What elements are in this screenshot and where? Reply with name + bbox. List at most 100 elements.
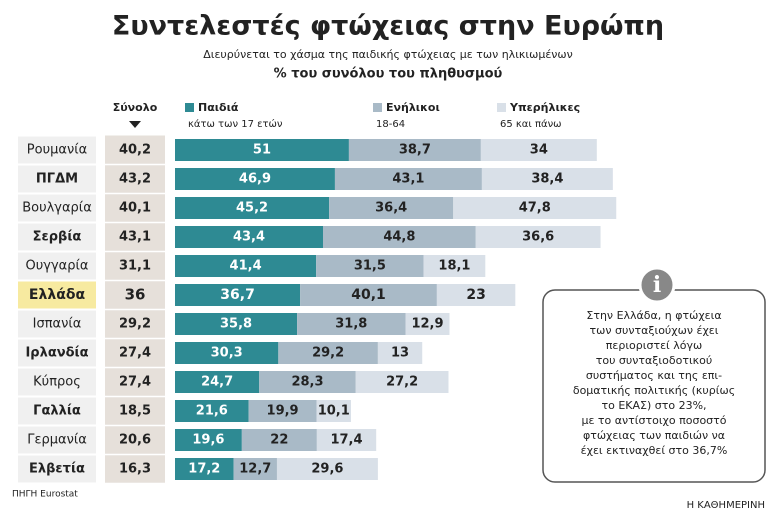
bar-segment — [481, 168, 613, 190]
category-label: Ουγγαρία — [26, 259, 89, 274]
annotation-line: φτώχειας των παιδιών να — [583, 429, 725, 442]
value-label: 41,4 — [230, 259, 262, 274]
value-label: 45,2 — [236, 201, 268, 216]
legend-swatch — [185, 103, 194, 112]
total-label: 18,5 — [119, 404, 151, 419]
value-label: 36,7 — [220, 287, 255, 303]
value-label: 22 — [270, 433, 288, 448]
bar-segment — [297, 313, 406, 335]
value-label: 44,8 — [383, 230, 415, 245]
legend-label: Παιδιά — [198, 101, 239, 114]
annotation-line: των συνταξιούχων έχει — [590, 324, 719, 337]
bar-segment — [316, 400, 351, 422]
value-label: 10,1 — [318, 404, 350, 419]
bar-segment — [436, 284, 516, 306]
total-label: 27,4 — [119, 346, 151, 361]
category-cell — [18, 281, 96, 309]
annotation-line: περιοριστεί λόγω — [606, 339, 702, 352]
value-label: 30,3 — [211, 346, 243, 361]
publisher: Η ΚΑΘΗΜΕΡΙΝΗ — [687, 500, 765, 511]
value-label: 31,8 — [335, 317, 367, 332]
category-label: Ελλάδα — [29, 287, 86, 303]
total-label: 31,1 — [119, 259, 151, 274]
bar-segment — [322, 226, 476, 248]
total-label: 43,1 — [119, 230, 151, 245]
bar-segment — [329, 197, 454, 219]
value-label: 35,8 — [220, 317, 252, 332]
bar-segment — [175, 342, 279, 364]
total-label: 40,1 — [119, 201, 151, 216]
category-label: Ελβετία — [29, 462, 85, 477]
category-cell — [18, 339, 96, 367]
legend-swatch — [373, 103, 382, 112]
category-label: Ρουμανία — [27, 143, 87, 158]
value-label: 24,7 — [201, 375, 233, 390]
bar-segment — [175, 458, 234, 480]
bar-segment — [316, 255, 424, 277]
value-label: 27,2 — [386, 375, 418, 390]
bar-segment — [175, 226, 323, 248]
bar-segment — [175, 284, 301, 306]
value-label: 29,2 — [312, 346, 344, 361]
legend-label: Ενήλικοι — [386, 101, 440, 114]
value-label: 31,5 — [354, 259, 386, 274]
total-label: 36 — [125, 286, 146, 304]
total-header: Σύνολο — [113, 101, 158, 114]
bar-segment — [453, 197, 617, 219]
value-label: 28,3 — [291, 375, 323, 390]
bar-segment — [355, 371, 449, 393]
bar-segment — [241, 429, 317, 451]
bar-segment — [316, 429, 377, 451]
value-label: 17,2 — [188, 462, 220, 477]
bar-segment — [278, 342, 378, 364]
legend-label: Υπερήλικες — [509, 101, 580, 114]
bar-segment — [175, 197, 330, 219]
value-label: 12,7 — [239, 462, 271, 477]
bar-segment — [175, 168, 335, 190]
value-label: 36,4 — [375, 201, 407, 216]
category-cell — [18, 455, 96, 483]
info-icon — [638, 266, 676, 304]
value-label: 21,6 — [196, 404, 228, 419]
info-icon-letter: i — [653, 272, 661, 298]
value-label: 29,6 — [311, 462, 343, 477]
annotation-line: έχει εκτιναχθεί στο 36,7% — [581, 444, 728, 457]
category-cell — [18, 194, 96, 222]
bar-segment — [276, 458, 378, 480]
category-label: Γαλλία — [33, 404, 81, 419]
bar-segment — [175, 371, 260, 393]
category-label: Βουλγαρία — [22, 201, 92, 216]
category-label: ΠΓΔΜ — [36, 172, 78, 187]
category-label: Κύπρος — [33, 375, 81, 390]
value-label: 18,1 — [438, 259, 470, 274]
bar-segment — [175, 255, 317, 277]
legend-sublabel: 65 και πάνω — [500, 118, 562, 130]
legend-sublabel: 18-64 — [376, 119, 405, 130]
total-label: 29,2 — [119, 317, 151, 332]
annotation-line: του συνταξιοδοτικού — [596, 354, 713, 367]
value-label: 38,4 — [531, 172, 563, 187]
bar-segment — [348, 139, 481, 161]
bar-segment — [248, 400, 317, 422]
value-label: 43,1 — [392, 172, 424, 187]
legend-swatch — [497, 103, 506, 112]
bar-segment — [405, 313, 450, 335]
total-label: 27,4 — [119, 375, 151, 390]
bar-segment — [377, 342, 423, 364]
value-label: 51 — [253, 143, 271, 158]
bar-segment — [175, 139, 349, 161]
category-cell — [18, 397, 96, 425]
annotation-line: με το αντίστοιχο ποσοστό — [581, 414, 726, 427]
value-label: 12,9 — [411, 317, 443, 332]
bar-segment — [175, 429, 242, 451]
category-cell — [18, 368, 96, 396]
value-label: 43,4 — [233, 230, 265, 245]
bar-segment — [334, 168, 482, 190]
sort-arrow — [129, 121, 141, 128]
subtitle: Διευρύνεται το χάσμα της παιδικής φτώχει… — [203, 48, 573, 61]
bar-segment — [259, 371, 356, 393]
value-label: 40,1 — [351, 287, 386, 303]
bar-segment — [480, 139, 597, 161]
total-label: 40,2 — [119, 143, 151, 158]
